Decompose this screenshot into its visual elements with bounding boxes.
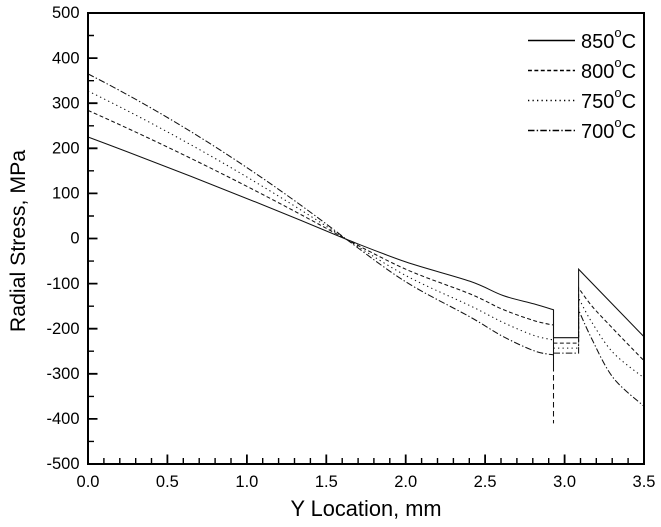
- svg-text:3.5: 3.5: [633, 473, 656, 491]
- svg-text:-300: -300: [46, 365, 79, 383]
- svg-text:200: 200: [52, 140, 80, 158]
- svg-text:-100: -100: [46, 275, 79, 293]
- svg-text:1.0: 1.0: [235, 473, 258, 491]
- svg-text:0.0: 0.0: [77, 473, 100, 491]
- svg-text:500: 500: [52, 4, 80, 22]
- svg-text:300: 300: [52, 94, 80, 112]
- svg-text:Y Location, mm: Y Location, mm: [290, 496, 441, 521]
- svg-text:0.5: 0.5: [156, 473, 179, 491]
- svg-text:-500: -500: [46, 455, 79, 473]
- svg-text:2.0: 2.0: [394, 473, 417, 491]
- svg-text:3.0: 3.0: [553, 473, 576, 491]
- svg-text:2.5: 2.5: [474, 473, 497, 491]
- svg-text:400: 400: [52, 49, 80, 67]
- svg-text:-400: -400: [46, 410, 79, 428]
- svg-text:Radial Stress, MPa: Radial Stress, MPa: [6, 150, 30, 332]
- svg-text:0: 0: [70, 230, 79, 248]
- svg-text:100: 100: [52, 185, 80, 203]
- svg-text:-200: -200: [46, 320, 79, 338]
- svg-text:1.5: 1.5: [315, 473, 338, 491]
